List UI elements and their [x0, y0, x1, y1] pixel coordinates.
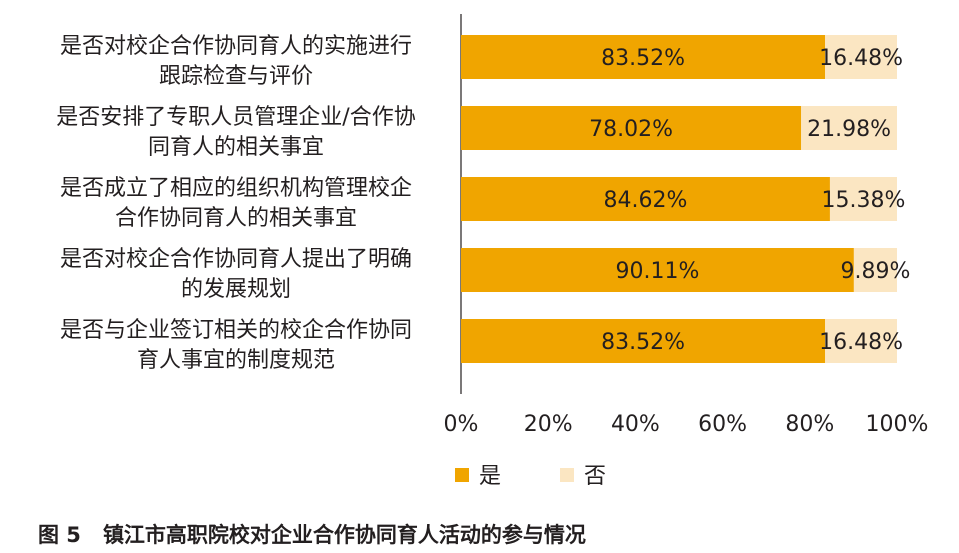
bar-no — [825, 319, 897, 363]
legend-swatch — [455, 468, 469, 482]
category-label-line: 是否与企业签订相关的校企合作协同 — [60, 318, 412, 343]
x-tick-label: 40% — [611, 412, 660, 437]
bar-yes-label: 83.52% — [601, 330, 685, 355]
legend: 是否 — [455, 464, 606, 489]
bar-yes — [461, 35, 826, 79]
category-label: 是否对校企合作协同育人的实施进行跟踪检查与评价 — [60, 34, 412, 89]
x-tick-label: 80% — [785, 412, 834, 437]
category-label-line: 是否成立了相应的组织机构管理校企 — [60, 176, 412, 201]
bar-no-label: 21.98% — [807, 117, 891, 142]
category-label-line: 是否对校企合作协同育人的实施进行 — [60, 34, 412, 59]
bar-no-label: 16.48% — [819, 330, 903, 355]
x-tick-label: 20% — [524, 412, 573, 437]
category-label: 是否安排了专职人员管理企业/合作协同育人的相关事宜 — [56, 105, 415, 160]
category-label: 是否与企业签订相关的校企合作协同育人事宜的制度规范 — [60, 318, 412, 373]
category-label-line: 的发展规划 — [181, 277, 291, 302]
bar-yes — [461, 106, 802, 150]
bar-yes — [461, 248, 854, 292]
figure-title: 镇江市高职院校对企业合作协同育人活动的参与情况 — [102, 523, 586, 547]
bar-no-label: 9.89% — [840, 259, 910, 284]
legend-label: 否 — [584, 464, 606, 489]
bar-yes — [461, 319, 826, 363]
bar-no — [801, 106, 897, 150]
x-tick-label: 60% — [698, 412, 747, 437]
figure-caption: 图 5 镇江市高职院校对企业合作协同育人活动的参与情况 — [38, 519, 586, 549]
category-labels: 是否对校企合作协同育人的实施进行跟踪检查与评价是否安排了专职人员管理企业/合作协… — [56, 34, 415, 373]
category-label: 是否成立了相应的组织机构管理校企合作协同育人的相关事宜 — [60, 176, 412, 231]
bar-yes-label: 78.02% — [589, 117, 673, 142]
category-label-line: 是否对校企合作协同育人提出了明确 — [60, 247, 412, 272]
bar-no — [829, 177, 897, 221]
x-tick-label: 100% — [866, 412, 929, 437]
legend-swatch — [560, 468, 574, 482]
x-tick-label: 0% — [444, 412, 479, 437]
x-tick-labels: 0% 20% 40% 60% 80% 100% — [444, 412, 929, 437]
category-label: 是否对校企合作协同育人提出了明确的发展规划 — [60, 247, 412, 302]
legend-label: 是 — [479, 464, 501, 489]
bars: 83.52% 16.48% 78.02% 21.98% 84.62% 15.38% 90.1… — [461, 35, 910, 363]
bar-yes-label: 90.11% — [615, 259, 699, 284]
bar-no — [825, 35, 897, 79]
category-label-line: 是否安排了专职人员管理企业/合作协 — [56, 105, 415, 130]
figure-number: 图 5 — [38, 523, 81, 547]
category-label-line: 育人事宜的制度规范 — [137, 348, 335, 373]
category-label-line: 跟踪检查与评价 — [159, 64, 313, 89]
bar-yes-label: 84.62% — [604, 188, 688, 213]
bar-yes-label: 83.52% — [601, 46, 685, 71]
bar-no-label: 16.48% — [819, 46, 903, 71]
category-label-line: 同育人的相关事宜 — [148, 135, 324, 160]
bar-yes — [461, 177, 830, 221]
category-label-line: 合作协同育人的相关事宜 — [115, 206, 357, 231]
bar-no-label: 15.38% — [822, 188, 906, 213]
bar-no — [853, 248, 897, 292]
